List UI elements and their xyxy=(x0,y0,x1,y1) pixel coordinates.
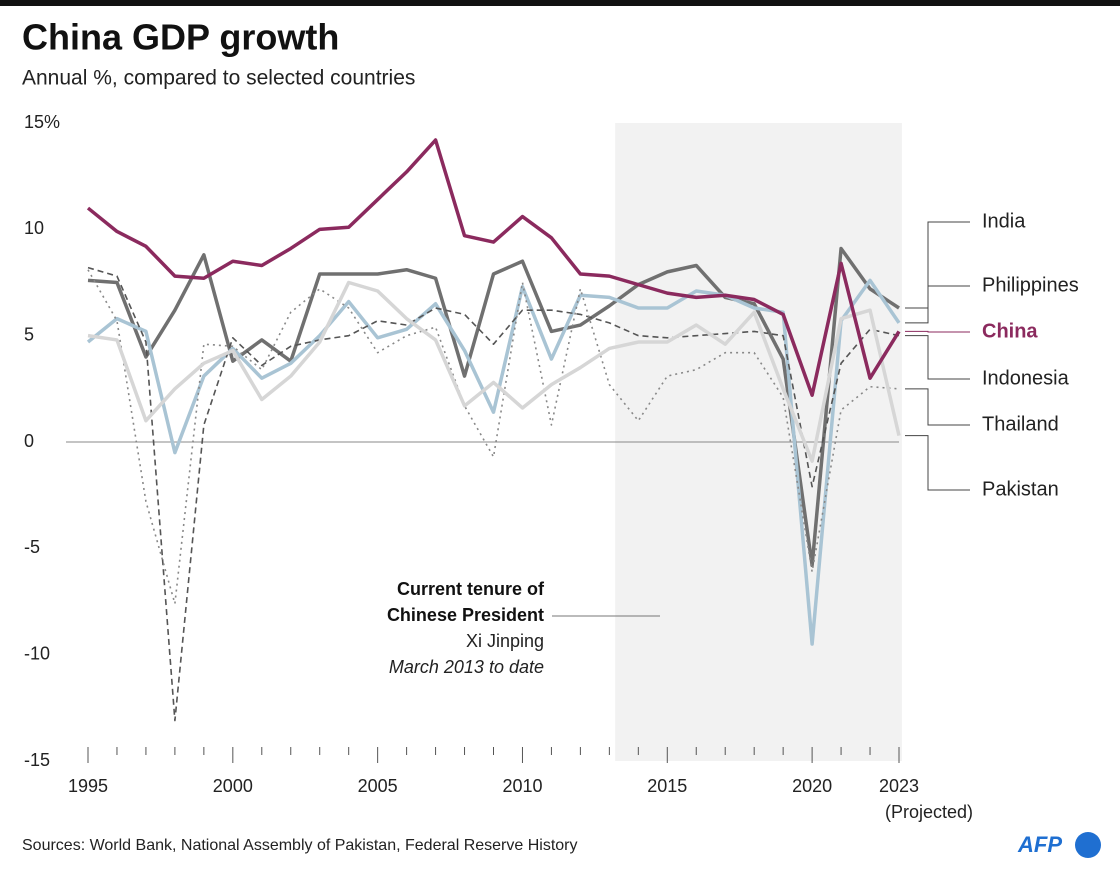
series-line xyxy=(87,246,900,568)
y-tick-label: 5 xyxy=(24,324,34,344)
legend-connector xyxy=(905,435,970,491)
y-tick-label: -10 xyxy=(24,643,50,663)
x-tick-label: 2020 xyxy=(792,776,832,796)
source: Sources: World Bank, National Assembly o… xyxy=(22,837,578,854)
series-line xyxy=(87,280,901,463)
annotation-text: Current tenure of xyxy=(397,579,545,599)
annotation-text: March 2013 to date xyxy=(389,657,544,677)
x-tick-label: 1995 xyxy=(68,776,108,796)
legend-connector xyxy=(905,330,970,333)
legend-label: Thailand xyxy=(982,413,1059,435)
legend-label: China xyxy=(982,320,1038,342)
logo-dot xyxy=(1075,832,1101,858)
y-tick-label: 0 xyxy=(24,431,34,451)
x-tick-label: 2005 xyxy=(358,776,398,796)
y-tick-label: 10 xyxy=(24,218,44,238)
x-tick-label: 2010 xyxy=(502,776,542,796)
series-line xyxy=(87,266,900,722)
y-tick-label: 15% xyxy=(24,112,60,132)
chart-title: China GDP growth xyxy=(22,17,339,58)
top-bar xyxy=(0,0,1120,6)
legend-connector xyxy=(905,388,970,426)
series-line xyxy=(86,278,901,646)
y-tick-label: -15 xyxy=(24,750,50,770)
legend-connector xyxy=(905,285,970,324)
legend-label: India xyxy=(982,210,1026,232)
legend-label: Philippines xyxy=(982,274,1079,296)
annotation-text: Xi Jinping xyxy=(466,631,544,651)
y-tick-label: -5 xyxy=(24,537,40,557)
x-tick-label: 2015 xyxy=(647,776,687,796)
legend-label: Indonesia xyxy=(982,367,1070,389)
series-line xyxy=(86,138,901,397)
chart-subtitle: Annual %, compared to selected countries xyxy=(22,67,415,90)
x-note: (Projected) xyxy=(885,802,973,822)
x-tick-label: 2023 xyxy=(879,776,919,796)
legend-label: Pakistan xyxy=(982,478,1059,500)
annotation-text: Chinese President xyxy=(387,605,544,625)
legend-connector xyxy=(905,335,970,380)
x-tick-label: 2000 xyxy=(213,776,253,796)
legend-connector xyxy=(905,221,970,309)
logo: AFP xyxy=(1017,832,1062,857)
